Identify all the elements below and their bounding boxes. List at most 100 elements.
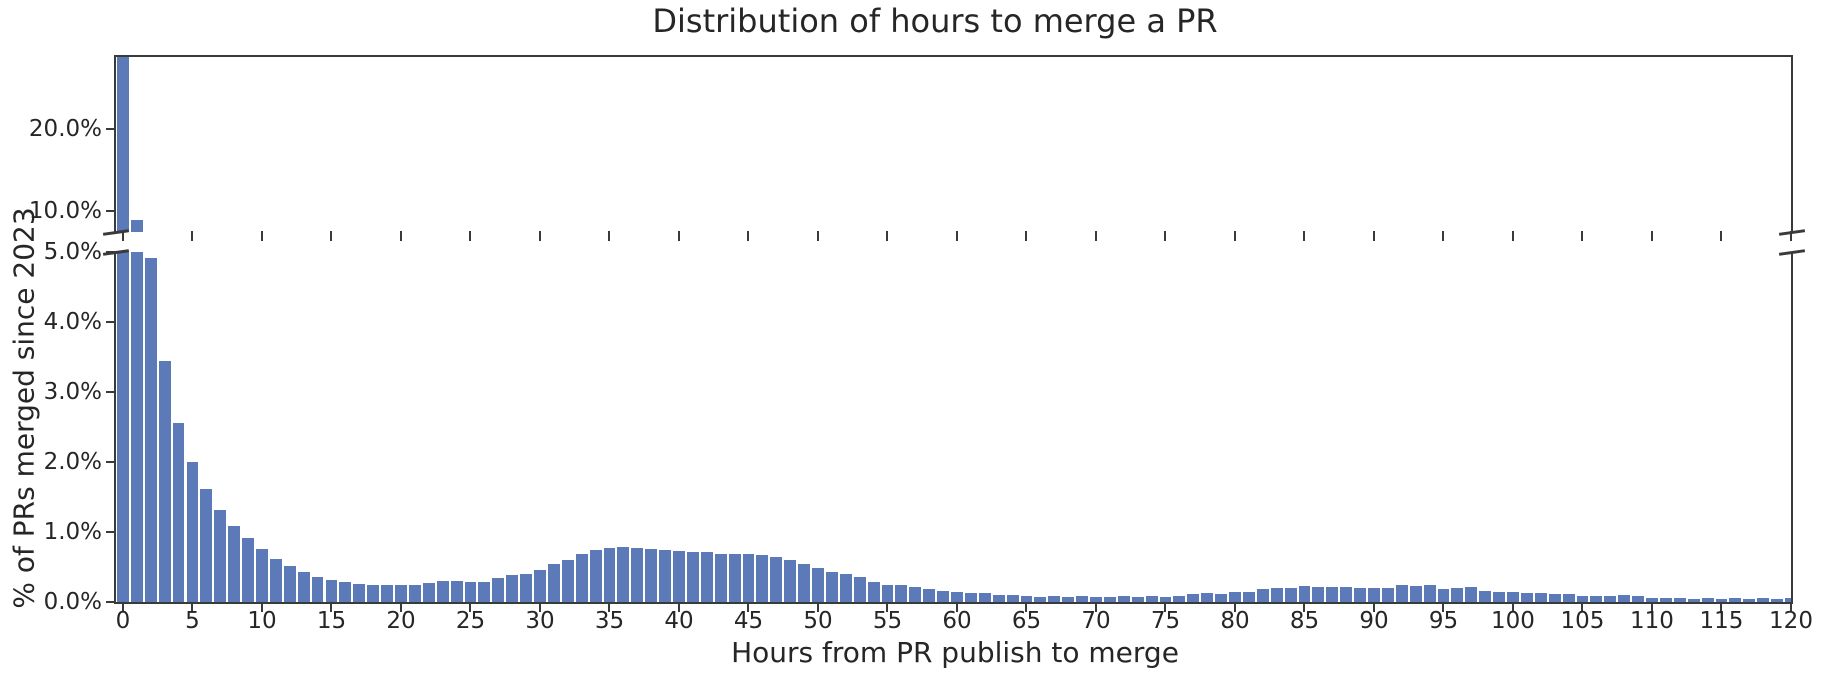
x-tick-label: 30 [525, 608, 555, 634]
histogram-bar [1422, 585, 1437, 602]
histogram-bar [1742, 598, 1757, 602]
histogram-bar [852, 576, 867, 602]
y-axis-label: % of PRs merged since 2023 [7, 207, 41, 609]
x-axis-tick [1650, 603, 1653, 612]
x-tick-label: 55 [872, 608, 903, 634]
y-tick-label: 3.0% [43, 379, 102, 405]
histogram-bar [157, 360, 172, 602]
histogram-bar [588, 550, 603, 602]
histogram-bar [1061, 597, 1076, 602]
upper-panel-left-spine [114, 55, 116, 233]
histogram-bar [1158, 597, 1173, 602]
x-tick-label: 115 [1699, 608, 1744, 634]
histogram-bar [268, 559, 283, 602]
histogram-bar [1770, 598, 1785, 602]
histogram-bar [380, 585, 394, 602]
x-axis-label: Hours from PR publish to merge [731, 636, 1179, 669]
histogram-bar [1714, 598, 1729, 602]
lower-panel-left-spine [114, 252, 116, 604]
x-axis-tick [399, 603, 402, 612]
histogram-bar [1353, 588, 1368, 602]
x-axis-tick [1720, 603, 1723, 612]
histogram-bar [1784, 597, 1791, 602]
histogram-bar [963, 592, 978, 602]
histogram-bar [129, 252, 144, 602]
x-axis-tick [469, 603, 472, 612]
upper-panel-x-tick [1094, 231, 1097, 241]
histogram-bar [713, 554, 728, 602]
histogram-bar [1492, 591, 1507, 602]
upper-panel-x-tick [1303, 231, 1306, 241]
upper-panel-x-tick [1164, 231, 1167, 241]
histogram-bar [574, 554, 589, 602]
upper-panel-x-tick [538, 231, 541, 241]
chart-title: Distribution of hours to merge a PR [652, 2, 1218, 40]
histogram-bar [1339, 586, 1354, 602]
upper-panel-x-tick [1372, 231, 1375, 241]
histogram-bar [811, 568, 825, 602]
x-axis-tick [886, 603, 889, 612]
histogram-bar [630, 548, 645, 602]
histogram-bar [463, 581, 478, 602]
histogram-bar [435, 581, 450, 602]
histogram-bar [1408, 585, 1423, 602]
x-axis-tick [1094, 603, 1097, 612]
histogram-bar [1241, 592, 1256, 602]
histogram-bar [783, 560, 798, 602]
x-axis-tick [1790, 603, 1792, 612]
histogram-bar [421, 583, 436, 602]
histogram-bar [991, 595, 1006, 602]
histogram-bar [672, 550, 686, 602]
x-tick-label: 90 [1359, 608, 1389, 634]
histogram-bar [1186, 593, 1201, 602]
histogram-bar [1700, 597, 1715, 602]
histogram-bar [129, 220, 144, 232]
histogram-bar [199, 489, 214, 602]
histogram-bar [1200, 592, 1215, 602]
x-tick-label: 5 [185, 608, 200, 634]
histogram-bar [658, 549, 672, 602]
upper-panel-x-tick [399, 231, 402, 241]
x-tick-label: 110 [1630, 608, 1674, 634]
histogram-bar [1394, 585, 1409, 602]
x-axis-tick [1511, 603, 1514, 612]
histogram-bar [185, 462, 200, 602]
x-tick-label: 80 [1220, 608, 1250, 634]
x-axis-tick [1372, 603, 1375, 612]
histogram-bar [213, 510, 228, 602]
x-tick-label: 20 [386, 608, 416, 634]
histogram-bar [505, 575, 520, 602]
y-axis-tick [106, 321, 115, 323]
histogram-bar [1645, 597, 1659, 602]
histogram-bar [880, 584, 895, 602]
histogram-bar [546, 564, 561, 602]
upper-panel-x-tick [1233, 231, 1236, 241]
upper-panel-x-tick [608, 231, 611, 241]
lower-panel-right-spine [1791, 252, 1793, 604]
upper-axes-panel [116, 57, 1791, 232]
upper-panel-x-tick [1442, 231, 1445, 241]
histogram-bar [699, 552, 714, 602]
x-tick-label: 40 [664, 608, 694, 634]
x-axis-tick [330, 603, 333, 612]
upper-panel-x-tick [886, 231, 889, 241]
histogram-bar [338, 582, 353, 602]
y-axis-tick [106, 461, 115, 463]
y-tick-label: 10.0% [28, 198, 102, 225]
x-tick-label: 120 [1769, 608, 1813, 634]
histogram-bar [560, 560, 575, 602]
x-tick-label: 75 [1150, 608, 1181, 634]
y-tick-label: 2.0% [43, 449, 102, 475]
x-axis-tick [1025, 603, 1028, 612]
histogram-bar [116, 252, 130, 602]
histogram-bar [1519, 592, 1534, 602]
histogram-bar [824, 571, 839, 602]
histogram-bar [241, 538, 255, 602]
histogram-bar [1144, 596, 1159, 602]
histogram-bar [1130, 597, 1145, 602]
x-axis-tick [677, 603, 680, 612]
histogram-bar [755, 555, 770, 602]
histogram-bar [644, 548, 659, 602]
x-axis-tick [1303, 603, 1306, 612]
y-tick-label: 1.0% [43, 519, 102, 545]
